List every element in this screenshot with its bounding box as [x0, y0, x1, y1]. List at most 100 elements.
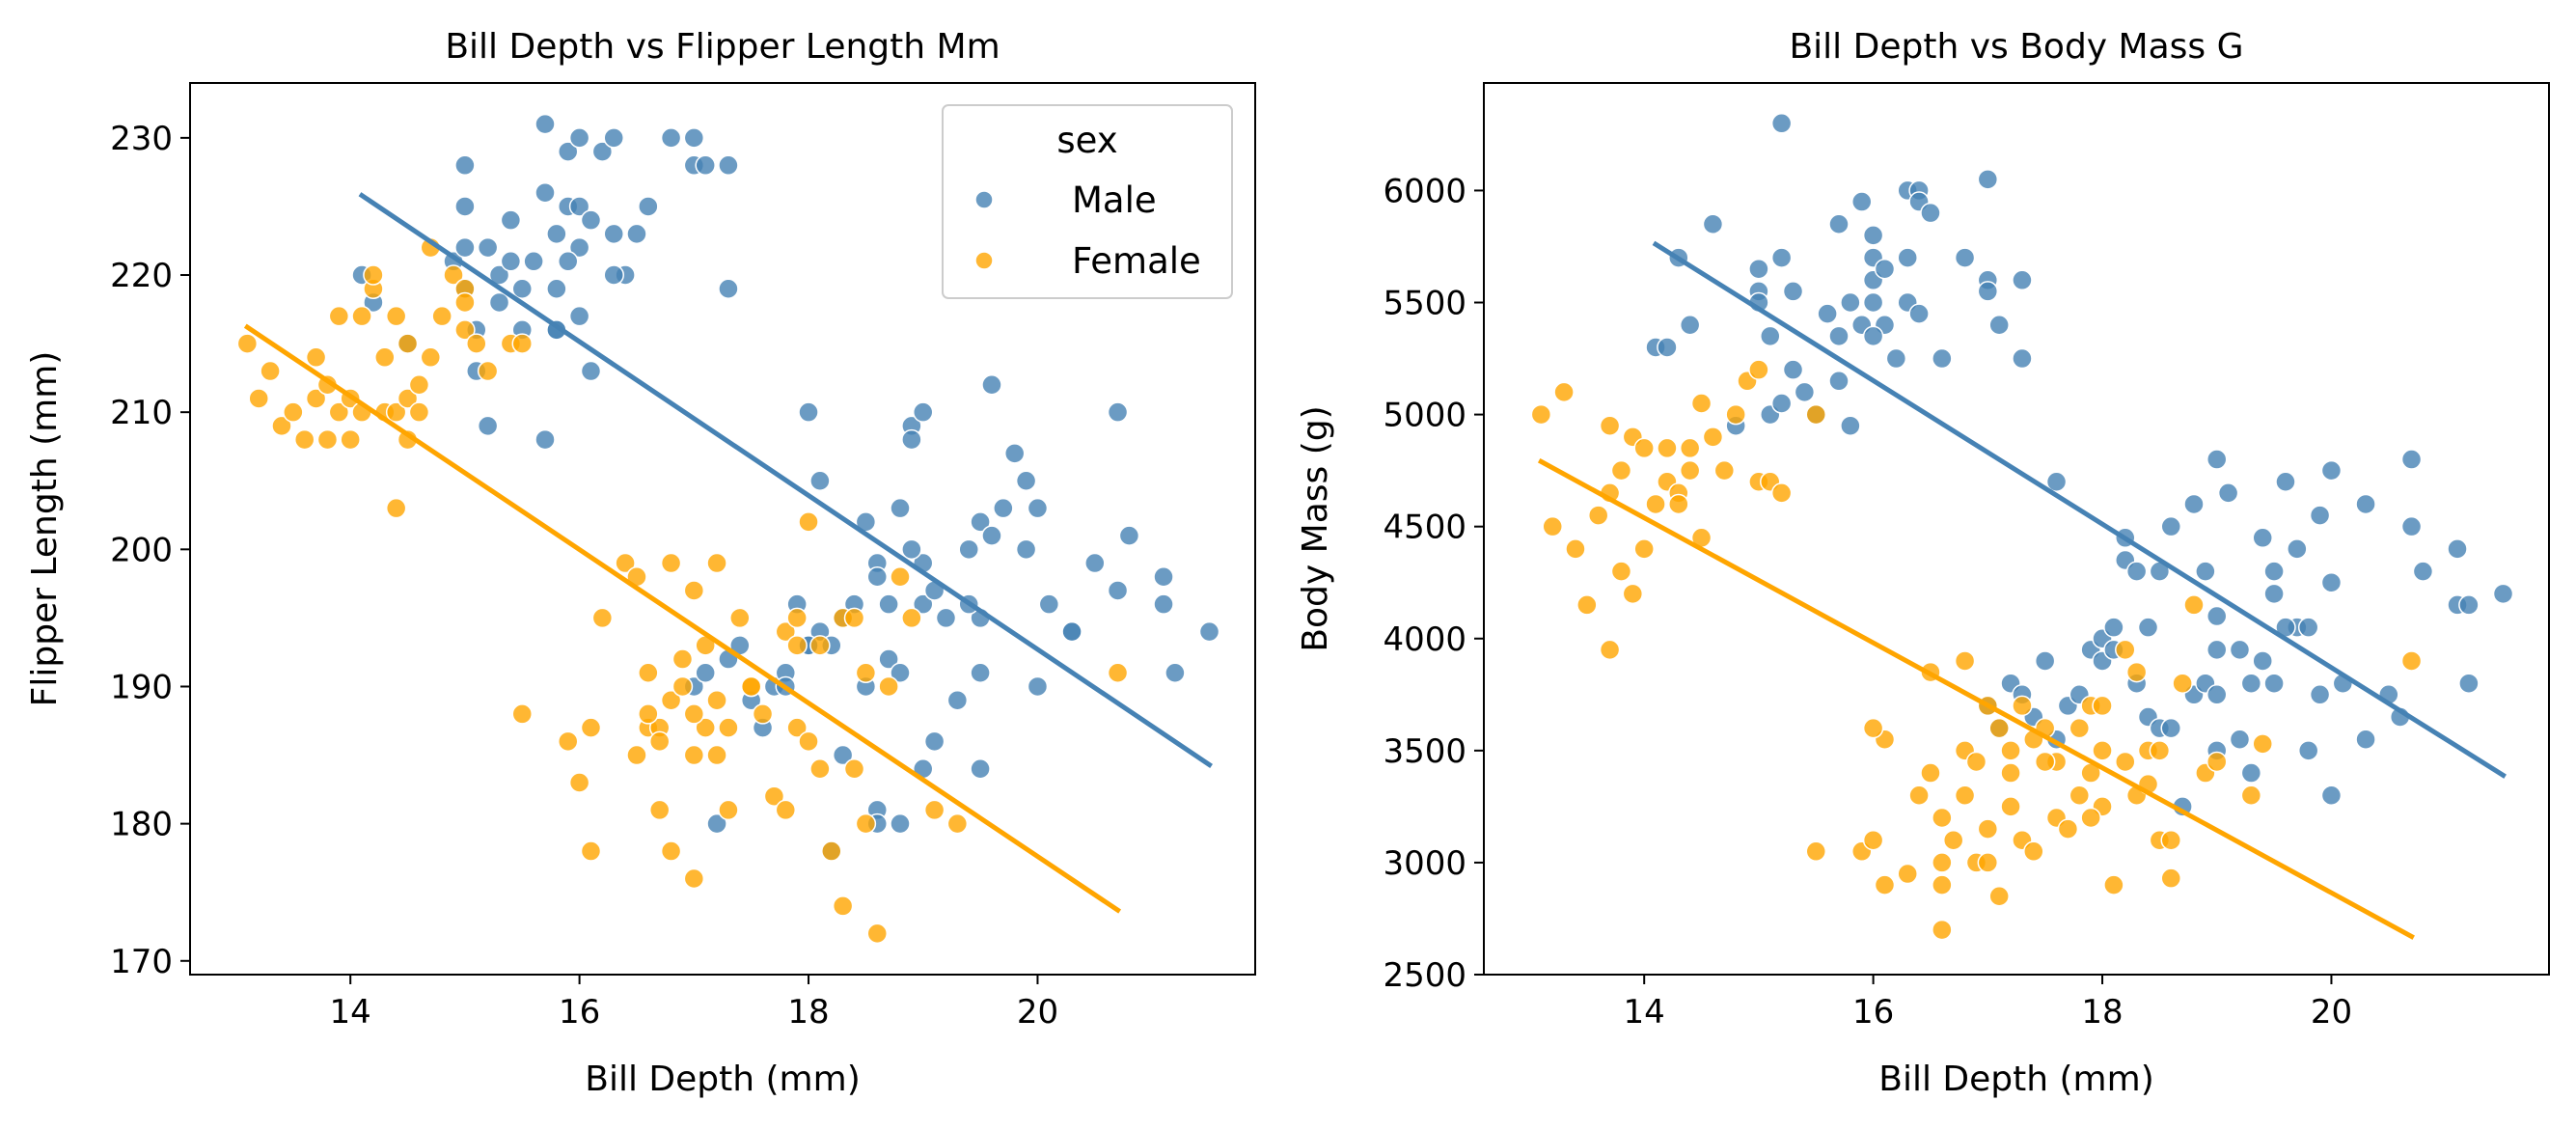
point-male — [500, 209, 522, 231]
point-female — [1874, 874, 1896, 895]
point-male — [1885, 347, 1907, 370]
point-female — [1690, 393, 1713, 414]
point-female — [408, 401, 430, 423]
point-male — [923, 730, 945, 753]
x-tick-label: 14 — [330, 993, 371, 1032]
point-male — [1679, 314, 1701, 336]
point-male — [660, 127, 682, 149]
y-tick-label: 180 — [110, 806, 173, 844]
point-male — [2355, 729, 2376, 750]
point-female — [832, 895, 854, 917]
point-female — [2172, 673, 2193, 694]
point-female — [283, 401, 304, 423]
regression-lines — [1537, 240, 2507, 940]
point-male — [488, 264, 510, 286]
point-male — [1027, 497, 1049, 519]
point-female — [316, 428, 339, 451]
point-female — [1862, 829, 1884, 851]
point-female — [660, 552, 682, 574]
point-female — [557, 730, 579, 753]
point-male — [718, 278, 739, 299]
point-female — [1954, 650, 1976, 672]
point-male — [1084, 552, 1106, 574]
point-female — [454, 291, 476, 314]
x-tick-label: 16 — [559, 993, 600, 1032]
point-male — [1015, 470, 1037, 491]
point-male — [2034, 650, 2056, 672]
point-male — [2240, 673, 2262, 694]
point-male — [2320, 785, 2343, 807]
point-female — [1932, 874, 1953, 895]
y-tick-label: 210 — [110, 394, 173, 432]
x-axis-ticks: 14 16 18 20 — [330, 975, 1058, 1032]
point-female — [271, 415, 292, 437]
point-male — [2320, 571, 2343, 593]
point-male — [603, 264, 624, 286]
point-male — [1153, 566, 1174, 588]
point-male — [970, 511, 991, 533]
point-female — [786, 607, 808, 629]
point-male — [1702, 213, 1724, 235]
point-female — [397, 388, 419, 409]
point-male — [454, 154, 476, 177]
point-female — [1770, 482, 1793, 504]
point-male — [946, 689, 969, 711]
point-male — [1828, 325, 1850, 347]
regression-line-female — [1537, 457, 2415, 940]
point-female — [683, 744, 705, 766]
point-male — [935, 607, 957, 629]
point-male — [1817, 303, 1838, 324]
point-male — [2240, 762, 2262, 784]
point-female — [901, 607, 922, 629]
point-female — [1988, 717, 2010, 739]
point-female — [2183, 594, 2205, 616]
point-female — [1599, 639, 1621, 661]
point-female — [591, 607, 614, 629]
point-male — [500, 251, 522, 272]
point-female — [648, 799, 671, 821]
point-male — [683, 127, 705, 149]
point-male — [511, 278, 534, 299]
point-female — [2034, 751, 2056, 773]
point-female — [729, 607, 751, 629]
point-female — [293, 428, 315, 451]
point-female — [671, 675, 694, 698]
point-male — [1897, 247, 1918, 268]
point-male — [603, 223, 624, 245]
point-female — [385, 497, 407, 519]
y-tick-label: 200 — [110, 531, 173, 569]
y-tick-label: 220 — [110, 257, 173, 295]
point-female — [946, 812, 969, 835]
point-male — [1198, 620, 1220, 643]
point-male — [890, 497, 911, 519]
point-female — [1599, 415, 1621, 436]
point-male — [2206, 639, 2228, 661]
point-male — [1770, 113, 1793, 134]
point-male — [2263, 673, 2285, 694]
point-female — [2149, 740, 2171, 761]
chart-title: Bill Depth vs Body Mass G — [1789, 27, 2243, 67]
point-male — [2400, 515, 2423, 537]
point-female — [1862, 717, 1884, 739]
point-male — [1828, 371, 1850, 392]
point-male — [878, 593, 899, 615]
point-female — [809, 758, 831, 780]
point-male — [477, 236, 499, 259]
point-female — [1610, 459, 1632, 482]
point-female — [1565, 538, 1586, 560]
point-male — [2045, 471, 2068, 492]
point-female — [1942, 829, 1964, 851]
point-female — [1679, 437, 1701, 459]
point-female — [1542, 515, 1563, 537]
point-male — [534, 428, 556, 451]
point-female — [718, 799, 739, 821]
y-axis-ticks: 170 180 190 200 210 220 230 — [110, 120, 190, 981]
point-male — [695, 154, 716, 177]
point-female — [775, 620, 797, 643]
point-female — [2012, 695, 2033, 717]
point-male — [534, 181, 556, 204]
regression-line-male — [1652, 240, 2507, 779]
point-male — [603, 127, 624, 149]
point-male — [2125, 561, 2148, 582]
point-female — [660, 840, 682, 862]
